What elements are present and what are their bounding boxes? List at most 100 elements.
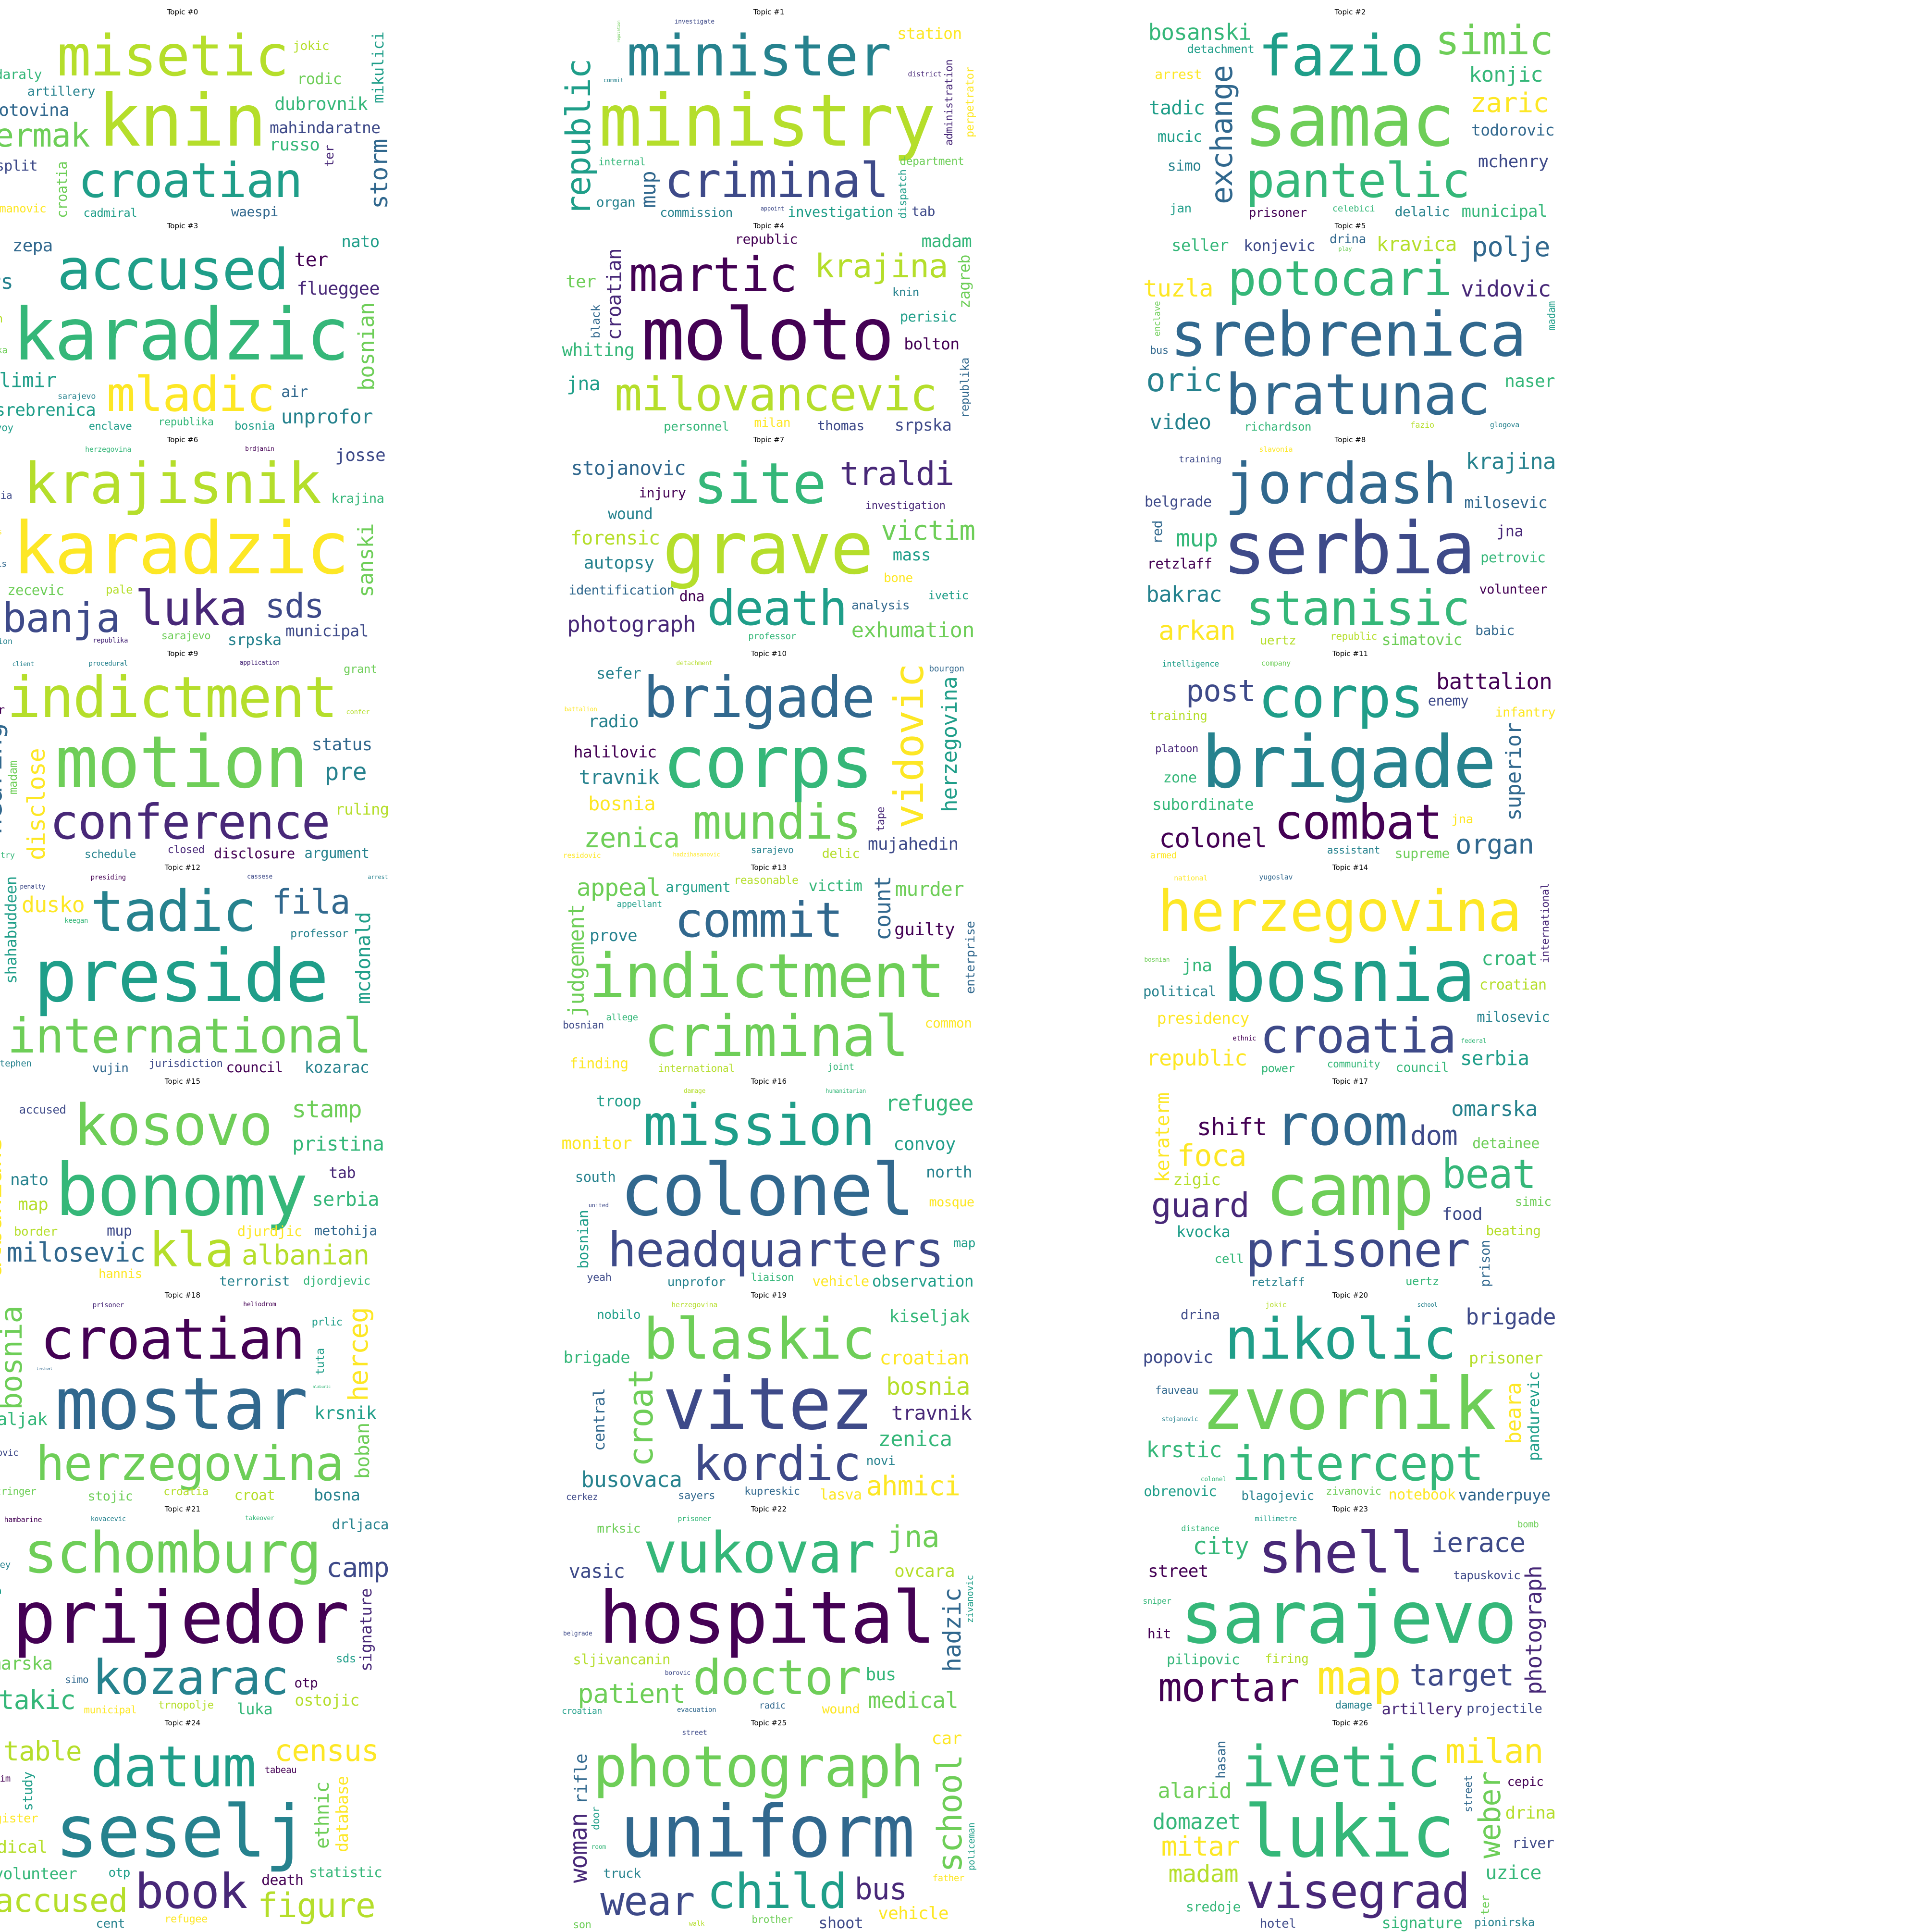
topic-word: common xyxy=(924,1015,972,1031)
topic-word: black xyxy=(589,305,603,338)
topic-word: travnik xyxy=(579,765,659,789)
topic-word: sarajevo xyxy=(751,844,794,855)
topic-word: death xyxy=(261,1872,304,1889)
topic-word: drljaca xyxy=(332,1516,389,1533)
topic-word: stakic xyxy=(0,1684,76,1715)
topic-word: seller xyxy=(1171,236,1229,256)
topic-word: child xyxy=(707,1863,848,1920)
topic-word: brigade xyxy=(643,664,875,731)
topic-word: krajina xyxy=(814,248,948,286)
topic-word: milosevic xyxy=(7,1237,146,1268)
topic-word: injury xyxy=(639,484,686,501)
topic-word: sredoje xyxy=(1185,1899,1241,1915)
topic-word: zenica xyxy=(878,1426,952,1451)
topic-word: zaric xyxy=(1470,87,1549,119)
topic-word: jordash xyxy=(1224,450,1457,517)
topic-word: prlic xyxy=(311,1316,343,1329)
topic-word: brigade xyxy=(1201,720,1496,805)
topic-word: arkan xyxy=(1158,615,1236,646)
topic-word: convoy xyxy=(893,1133,956,1154)
topic-word: tab xyxy=(912,203,935,220)
topic-word: disclosure xyxy=(213,845,295,862)
topic-wordcloud-panel: Topic #4 moloto milovancevic martic krajina w… xyxy=(557,221,980,435)
topic-word: slavonia xyxy=(1259,445,1293,454)
topic-word: republic xyxy=(559,59,599,216)
topic-word: zagreb xyxy=(955,254,973,309)
topic-word: monitor xyxy=(561,1133,632,1153)
topic-word: dusko xyxy=(21,892,85,917)
topic-word: battalion xyxy=(1436,668,1552,694)
topic-word: uertz xyxy=(1405,1274,1439,1288)
topic-word: photograph xyxy=(567,611,696,637)
topic-word: sarajevo xyxy=(161,630,211,643)
topic-word: kupreskic xyxy=(744,1486,800,1498)
topic-word: jna xyxy=(1451,812,1473,827)
topic-word: simo xyxy=(1167,158,1201,175)
topic-word: shell xyxy=(1258,1519,1424,1586)
topic-word: keegan xyxy=(64,916,88,925)
topic-word: council xyxy=(1395,1060,1449,1075)
topic-word: bosanski xyxy=(1148,19,1252,45)
topic-word: convoy xyxy=(0,422,13,434)
topic-word: border xyxy=(13,1225,58,1239)
topic-word: hadzic xyxy=(938,1588,967,1672)
topic-word: radio xyxy=(588,712,639,732)
topic-word: headquarters xyxy=(607,1221,944,1278)
topic-word: zenica xyxy=(583,822,680,854)
topic-word: beat xyxy=(1442,1150,1536,1198)
topic-word: todorovic xyxy=(1471,120,1555,139)
topic-word: foca xyxy=(1177,1138,1247,1173)
topic-word: victim xyxy=(808,876,862,895)
topic-title: Topic #20 xyxy=(1332,1291,1368,1300)
topic-word: simic xyxy=(1435,16,1553,64)
topic-word: station xyxy=(897,24,962,43)
topic-word: croatian xyxy=(602,248,626,341)
topic-word: tapuskovic xyxy=(1453,1569,1521,1583)
topic-word: djurdjic xyxy=(237,1223,303,1239)
topic-word: vasic xyxy=(568,1560,625,1583)
topic-word: investigation xyxy=(865,500,946,512)
topic-word: otp xyxy=(294,1674,318,1691)
topic-word: ahmici xyxy=(866,1470,961,1502)
topic-word: bosnian xyxy=(353,302,379,391)
topic-word: play xyxy=(1338,245,1352,252)
topic-word: dispatch xyxy=(897,170,910,219)
topic-word: bosnia xyxy=(1222,934,1476,1018)
topic-word: artillery xyxy=(27,84,96,99)
topic-word: alaburic xyxy=(312,1384,331,1389)
topic-word: zecevic xyxy=(7,582,64,598)
topic-word: nato xyxy=(10,1170,49,1189)
topic-wordcloud-panel: Topic #8 serbia jordash stanisic arkan krajin… xyxy=(1139,434,1562,649)
topic-word: unprofor xyxy=(281,405,373,428)
topic-word: zivanovic xyxy=(964,1575,975,1623)
topic-word: commit xyxy=(674,892,843,949)
topic-word: krsnik xyxy=(314,1403,377,1424)
topic-word: table xyxy=(3,1735,82,1767)
topic-word: south xyxy=(575,1168,616,1185)
topic-word: wound xyxy=(822,1701,860,1717)
topic-wordcloud-panel: Topic #23 sarajevo shell map mortar photograp… xyxy=(1139,1504,1562,1718)
topic-word: shahabuddeen xyxy=(2,876,21,984)
topic-word: argument xyxy=(665,879,731,895)
topic-word: site xyxy=(693,450,826,517)
topic-word: political xyxy=(1143,983,1217,1000)
topic-word: hadzihasanovic xyxy=(673,851,720,858)
topic-word: hospital xyxy=(598,1576,936,1660)
topic-word: hannis xyxy=(0,559,7,570)
topic-word: bourgon xyxy=(929,664,964,674)
topic-word: finding xyxy=(569,1055,628,1072)
topic-word: red xyxy=(1149,520,1165,545)
topic-word: krstic xyxy=(1146,1437,1222,1462)
topic-word: municipal xyxy=(1461,202,1548,221)
topic-word: croatian xyxy=(78,152,303,209)
topic-word: weber xyxy=(1472,1771,1508,1859)
topic-word: accused xyxy=(0,1882,128,1920)
topic-title: Topic #11 xyxy=(1332,649,1368,658)
topic-title: Topic #24 xyxy=(164,1719,201,1727)
topic-word: combat xyxy=(1274,793,1443,850)
topic-word: indictment xyxy=(7,664,338,731)
topic-word: prisoner xyxy=(1245,1221,1471,1278)
topic-word: detachment xyxy=(1187,42,1255,56)
topic-word: mrksic xyxy=(597,1522,641,1536)
topic-word: status xyxy=(311,734,372,755)
